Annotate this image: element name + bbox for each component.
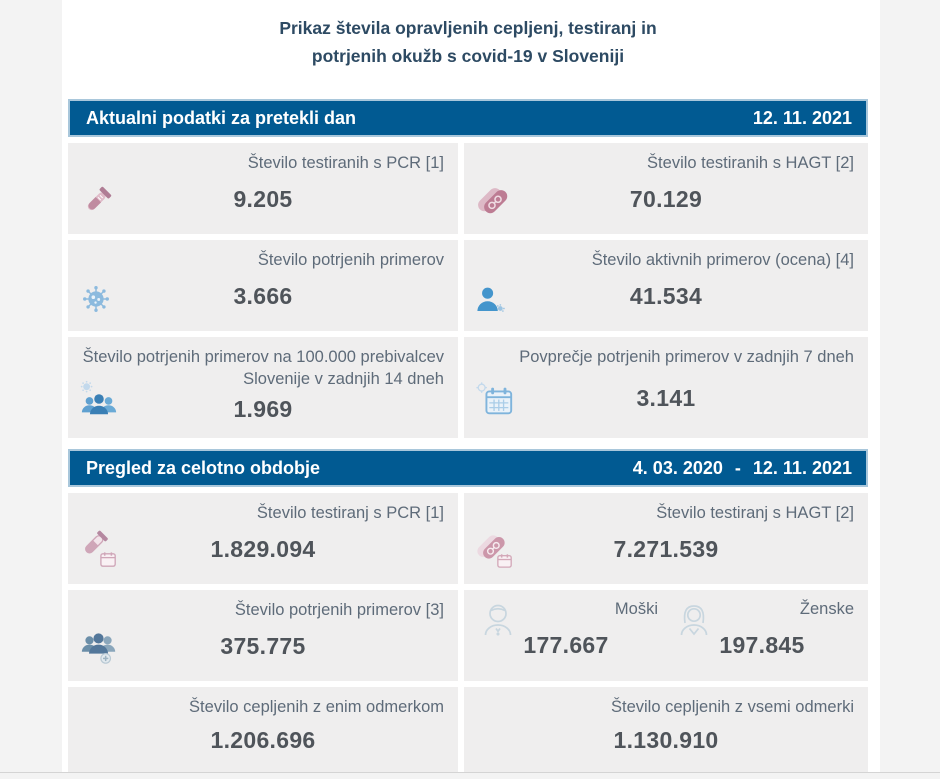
section-daterange-total: 4. 03. 2020 - 12. 11. 2021: [633, 458, 852, 479]
stat-card-pcr-tests-total: Število testiranj s PCR [1] 1.829.094: [68, 493, 458, 584]
stat-value: 197.845: [719, 632, 805, 659]
stat-card-hagt-tests-total: Število testiranj s HAGT [2] 7.271.539: [464, 493, 868, 584]
stat-label: Število cepljenih z vsemi odmerki: [610, 698, 854, 716]
stat-label: Število potrjenih primerov: [257, 251, 444, 269]
stat-value: 1.829.094: [210, 535, 316, 562]
antigen-test-icon: [474, 182, 512, 220]
section-date-current: 12. 11. 2021: [752, 107, 852, 128]
stat-label: Število testiranj s HAGT [2]: [656, 504, 854, 522]
stat-value: 7.271.539: [613, 535, 719, 562]
stat-label: Povprečje potrjenih primerov v zadnjih 7…: [519, 348, 854, 366]
male-icon: [476, 598, 520, 642]
total-stats-grid: Število testiranj s PCR [1] 1.829.094: [68, 493, 868, 772]
stat-card-pcr-tested-daily: Število testiranih s PCR [1] 9.205: [68, 143, 458, 234]
stat-card-vaccinated-all-doses: Število cepljenih z vsemi odmerki 1.130.…: [464, 687, 868, 772]
stat-label: Ženske: [799, 600, 854, 618]
stat-card-7day-average: Povprečje potrjenih primerov v zadnjih 7…: [464, 337, 868, 438]
stat-card-active-cases: Število aktivnih primerov (ocena) [4] 41…: [464, 240, 868, 331]
stat-value: 375.775: [220, 632, 306, 659]
stat-value: 3.141: [636, 384, 696, 411]
stat-card-confirmed-total: Število potrjenih primerov [3] 375.775: [68, 590, 458, 681]
stat-label: Število testiranih s HAGT [2]: [647, 154, 854, 172]
page-title-line2: potrjenih okužb s covid-19 v Sloveniji: [311, 46, 625, 66]
stat-label: Število testiranih s PCR [1]: [247, 154, 444, 172]
virus-icon: [78, 281, 114, 317]
stat-value: 1.206.696: [210, 726, 316, 753]
stat-label: Moški: [614, 600, 658, 618]
stat-label: Število potrjenih primerov na 100.000 pr…: [82, 348, 444, 389]
stat-value: 177.667: [523, 632, 609, 659]
content-sheet: Prikaz števila opravljenih cepljenj, tes…: [62, 0, 880, 772]
date-from: 4. 03. 2020: [632, 457, 723, 478]
gender-half-female: Ženske 197.845: [666, 598, 858, 671]
section-header-current: Aktualni podatki za pretekli dan 12. 11.…: [68, 99, 868, 137]
stat-value: 9.205: [233, 185, 293, 212]
people-virus-icon: [78, 380, 120, 420]
person-icon: [474, 283, 508, 317]
stat-card-vaccinated-one-dose: Število cepljenih z enim odmerkom 1.206.…: [68, 687, 458, 772]
date-to: 12. 11. 2021: [752, 457, 852, 478]
page-title-line1: Prikaz števila opravljenih cepljenj, tes…: [279, 18, 657, 38]
test-tube-icon: [78, 182, 116, 220]
stat-value: 3.666: [233, 282, 293, 309]
calendar-virus-icon: [474, 380, 516, 420]
stat-card-confirmed-daily: Število potrjenih primerov 3.666: [68, 240, 458, 331]
people-plus-icon: [78, 627, 120, 667]
stat-label: Število cepljenih z enim odmerkom: [189, 698, 444, 716]
stat-label: Število potrjenih primerov [3]: [234, 601, 444, 619]
stat-value: 1.130.910: [613, 726, 719, 753]
stat-value: 1.969: [233, 395, 293, 422]
gender-half-male: Moški 177.667: [470, 598, 662, 671]
current-stats-grid: Število testiranih s PCR [1] 9.205: [68, 143, 868, 438]
page-title: Prikaz števila opravljenih cepljenj, tes…: [68, 0, 868, 99]
female-icon: [672, 598, 716, 642]
stat-label: Število testiranj s PCR [1]: [256, 504, 444, 522]
section-title-total: Pregled za celotno obdobje: [86, 457, 321, 478]
stat-card-confirmed-by-gender: Moški 177.667 Ženske 197.845: [464, 590, 868, 681]
stat-value: 70.129: [629, 185, 703, 212]
bottom-divider: [0, 772, 940, 773]
stat-value: 41.534: [629, 282, 703, 309]
date-separator: -: [734, 457, 741, 478]
section-title-current: Aktualni podatki za pretekli dan: [86, 107, 357, 128]
antigen-test-calendar-icon: [474, 530, 516, 570]
stat-label: Število aktivnih primerov (ocena) [4]: [591, 251, 854, 269]
stat-card-14day-incidence: Število potrjenih primerov na 100.000 pr…: [68, 337, 458, 438]
stat-card-hagt-tested-daily: Število testiranih s HAGT [2] 70.129: [464, 143, 868, 234]
section-header-total: Pregled za celotno obdobje 4. 03. 2020 -…: [68, 449, 868, 487]
test-tube-calendar-icon: [78, 530, 120, 570]
